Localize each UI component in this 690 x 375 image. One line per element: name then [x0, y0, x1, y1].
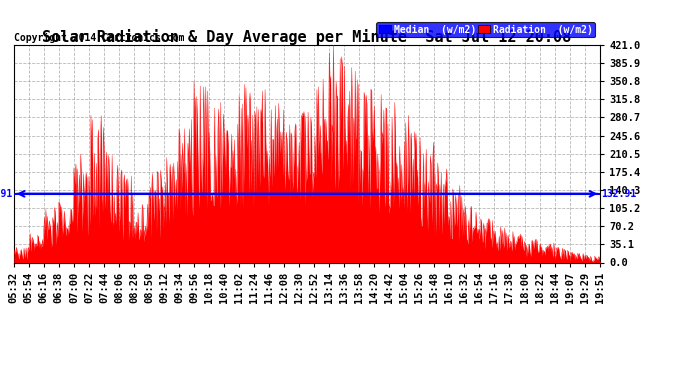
- Title: Solar Radiation & Day Average per Minute  Sat Jul 12 20:08: Solar Radiation & Day Average per Minute…: [42, 29, 572, 45]
- Text: 132.91: 132.91: [602, 189, 637, 199]
- Text: Copyright 2014 Cartronics.com: Copyright 2014 Cartronics.com: [14, 33, 184, 43]
- Text: 132.91: 132.91: [0, 189, 12, 199]
- Legend: Median  (w/m2), Radiation  (w/m2): Median (w/m2), Radiation (w/m2): [376, 22, 595, 38]
